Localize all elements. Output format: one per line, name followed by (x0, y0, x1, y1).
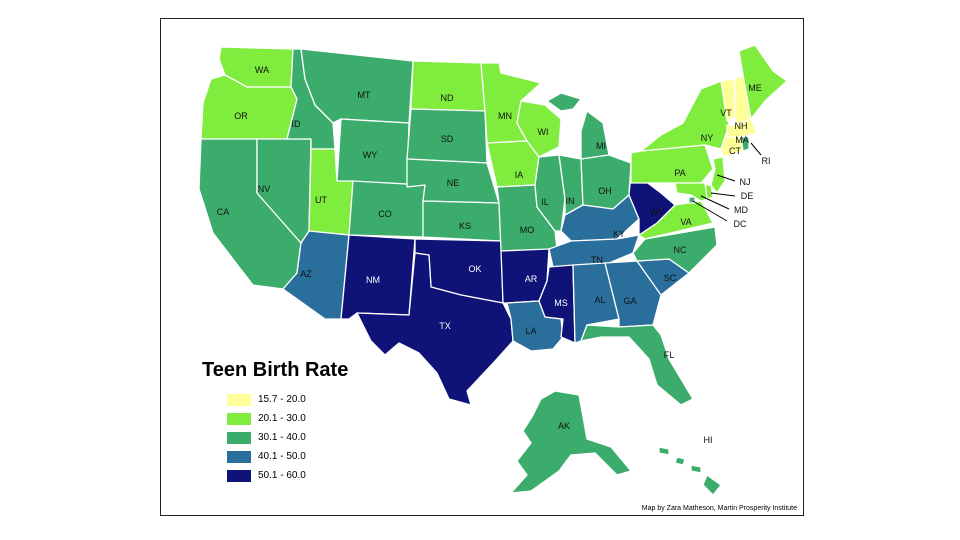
state-label-vt: VT (720, 108, 732, 118)
state-label-tx: TX (439, 321, 451, 331)
legend-swatch (227, 393, 251, 406)
state-label-nj: NJ (740, 177, 751, 187)
legend-label: 40.1 - 50.0 (258, 451, 306, 462)
state-label-co: CO (378, 209, 392, 219)
leader-line-nj (716, 174, 736, 182)
legend-label: 20.1 - 30.0 (258, 413, 306, 424)
leader-line-md (700, 195, 730, 210)
state-tx (356, 252, 514, 406)
state-label-ga: GA (623, 296, 636, 306)
state-ak (510, 390, 632, 494)
state-label-wa: WA (255, 65, 269, 75)
leader-line-dc (692, 200, 728, 222)
state-label-de: DE (741, 191, 754, 201)
map-frame: WA OR CA NV ID MT WY UT CO AZ NM ND SD N… (160, 18, 804, 516)
state-label-ia: IA (515, 170, 524, 180)
state-label-ca: CA (217, 207, 230, 217)
state-label-ne: NE (447, 178, 460, 188)
state-label-al: AL (594, 295, 605, 305)
state-label-fl: FL (664, 350, 675, 360)
state-nd (410, 60, 486, 112)
state-label-mi: MI (596, 141, 606, 151)
state-label-ak: AK (558, 421, 570, 431)
leader-line-de (710, 192, 736, 197)
state-label-ri: RI (762, 156, 771, 166)
state-label-ut: UT (315, 195, 327, 205)
state-md (674, 182, 708, 202)
state-label-nm: NM (366, 275, 380, 285)
leader-lines (692, 142, 762, 222)
state-label-nd: ND (441, 93, 454, 103)
legend-item: 30.1 - 40.0 (227, 428, 348, 447)
map-credit: Map by Zara Matheson, Martin Prosperity … (641, 505, 797, 512)
state-label-hi: HI (704, 435, 713, 445)
state-label-wv: WV (650, 207, 665, 217)
state-label-oh: OH (598, 186, 612, 196)
state-label-mo: MO (520, 225, 535, 235)
state-label-me: ME (748, 83, 762, 93)
state-label-sc: SC (664, 273, 677, 283)
state-label-ma: MA (735, 135, 749, 145)
legend: Teen Birth Rate 15.7 - 20.0 20.1 - 30.0 … (199, 359, 348, 485)
state-label-nv: NV (258, 184, 271, 194)
state-label-ks: KS (459, 221, 471, 231)
state-ct (720, 136, 744, 158)
state-ri (740, 136, 750, 152)
legend-item: 20.1 - 30.0 (227, 409, 348, 428)
state-label-nh: NH (735, 121, 748, 131)
state-label-dc: DC (734, 219, 747, 229)
state-label-mn: MN (498, 111, 512, 121)
state-fl (580, 324, 694, 406)
state-label-tn: TN (591, 255, 603, 265)
state-label-pa: PA (674, 168, 685, 178)
state-label-or: OR (234, 111, 248, 121)
state-label-ok: OK (468, 264, 481, 274)
state-label-la: LA (525, 326, 536, 336)
state-ia (486, 140, 540, 188)
legend-item: 40.1 - 50.0 (227, 447, 348, 466)
legend-label: 15.7 - 20.0 (258, 394, 306, 405)
us-choropleth-map: WA OR CA NV ID MT WY UT CO AZ NM ND SD N… (198, 44, 788, 496)
state-label-mt: MT (358, 90, 371, 100)
state-hi (658, 446, 722, 496)
legend-label: 50.1 - 60.0 (258, 470, 306, 481)
state-label-ct: CT (729, 146, 741, 156)
state-label-in: IN (566, 196, 575, 206)
state-label-ms: MS (554, 298, 568, 308)
legend-item: 50.1 - 60.0 (227, 466, 348, 485)
state-label-nc: NC (674, 245, 687, 255)
state-label-az: AZ (300, 269, 312, 279)
state-me (738, 44, 788, 120)
legend-title: Teen Birth Rate (202, 359, 349, 381)
legend-swatch (227, 450, 251, 463)
legend-label: 30.1 - 40.0 (258, 432, 306, 443)
legend-swatch (227, 469, 251, 482)
state-label-va: VA (680, 217, 691, 227)
legend-swatch (227, 431, 251, 444)
leader-line-ri (750, 142, 762, 156)
state-ny (640, 80, 730, 152)
state-label-sd: SD (441, 134, 454, 144)
state-label-ny: NY (701, 133, 714, 143)
legend-swatch (227, 412, 251, 425)
state-label-ar: AR (525, 274, 538, 284)
legend-item: 15.7 - 20.0 (227, 390, 348, 409)
state-wi (516, 100, 562, 158)
state-label-id: ID (292, 119, 302, 129)
state-label-wy: WY (363, 150, 378, 160)
state-label-md: MD (734, 205, 748, 215)
state-label-wi: WI (538, 127, 549, 137)
state-label-il: IL (541, 197, 549, 207)
state-label-ky: KY (613, 229, 625, 239)
state-nc (632, 226, 718, 274)
